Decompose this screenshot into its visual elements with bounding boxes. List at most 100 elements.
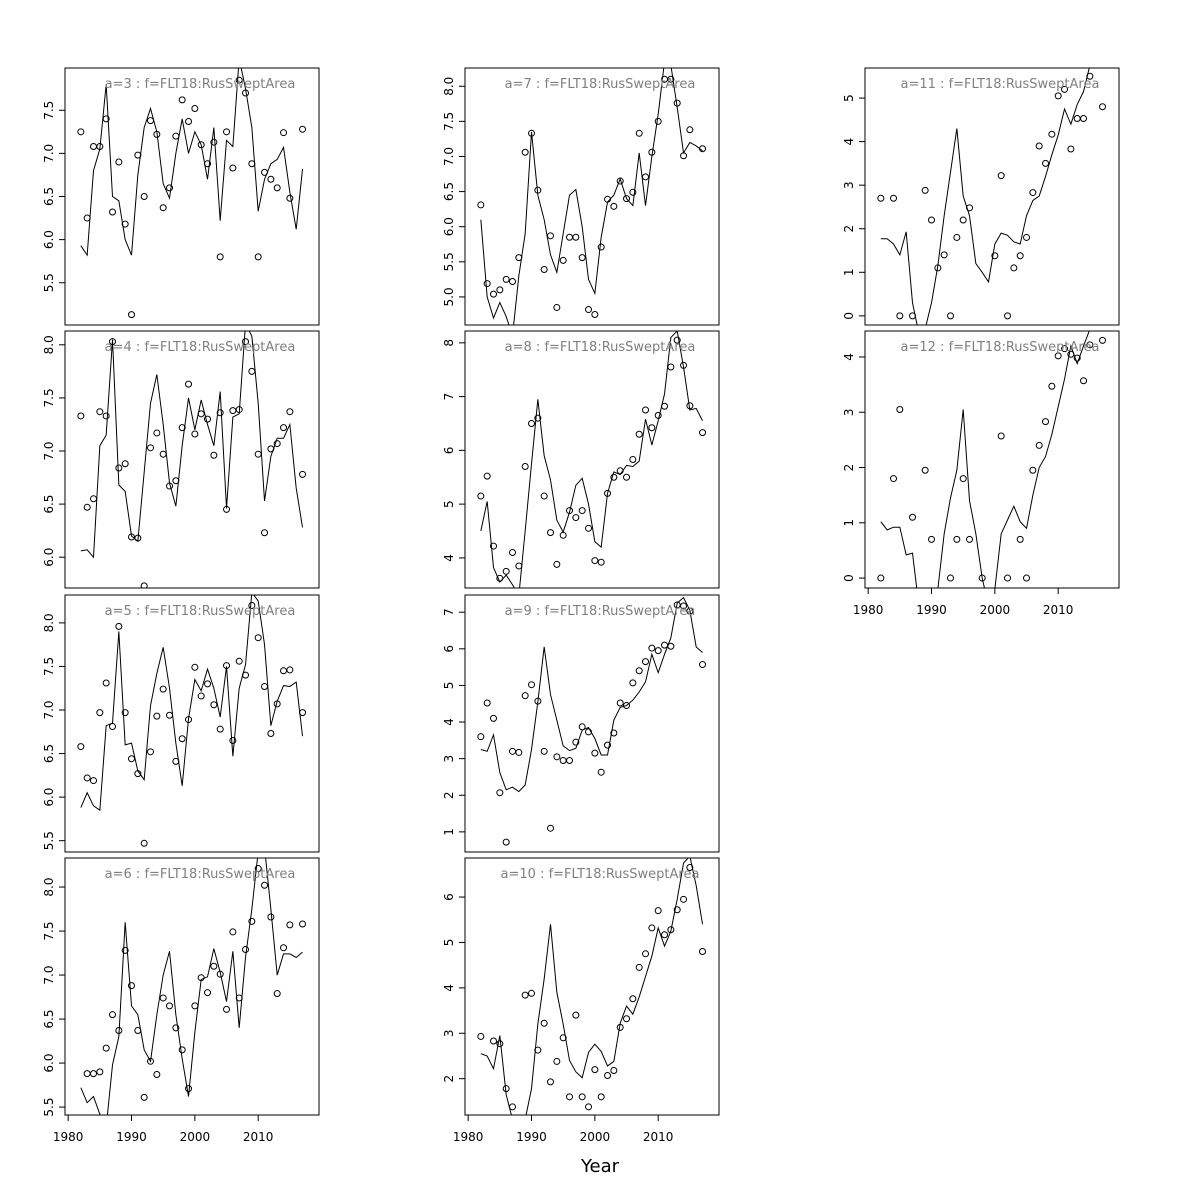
observed-point [502,275,510,283]
observed-point [1035,441,1043,449]
panel-title: a=4 : f=FLT18:RusSweptArea [105,340,296,355]
y-tick-label: 6.0 [42,788,56,807]
x-tick-label: 2010 [1043,603,1074,617]
observed-point [559,756,567,764]
observed-point [953,233,961,241]
observed-point [591,749,599,757]
observed-point [280,944,288,952]
plot-frame [64,594,320,853]
y-tick-label: 5.5 [42,831,56,850]
observed-point [629,456,637,463]
y-tick-label: 3 [842,181,856,189]
observed-point [216,409,224,417]
observed-point [83,503,91,511]
y-tick-label: 1 [442,828,456,836]
y-tick-label: 6.5 [42,495,56,514]
y-tick-label: 7.5 [42,101,56,120]
y-tick-label: 6.0 [42,548,56,567]
observed-point [477,1032,485,1040]
observed-point [140,193,148,200]
observed-point [635,667,643,675]
observed-point [261,529,269,537]
observed-point [686,607,694,615]
observed-point [991,252,999,260]
fit-line [480,331,703,588]
y-tick-label: 6.5 [442,182,456,201]
observed-point [642,950,650,958]
observed-point [267,175,275,183]
observed-point [204,680,212,688]
observed-point [166,711,174,719]
observed-point [490,542,498,550]
observed-point [578,1093,586,1101]
plot-frame [464,330,720,589]
y-tick-label: 0 [842,312,856,320]
observed-point [547,529,555,537]
fit-line [80,595,304,812]
y-tick-label: 7.0 [442,147,456,166]
observed-point [890,194,898,202]
observed-point [1004,574,1012,582]
observed-point [1016,252,1024,260]
observed-point [483,699,491,707]
y-tick-label: 3 [442,1029,456,1037]
observed-point [604,1071,612,1079]
x-tick-label: 1980 [53,1130,84,1144]
y-tick-label: 5 [442,939,456,947]
observed-point [267,730,275,738]
y-tick-label: 3 [442,755,456,763]
observed-point [585,1103,593,1111]
observed-point [115,622,123,630]
observed-point [159,685,167,693]
observed-point [1054,352,1062,360]
plot-frame [64,330,320,589]
observed-point [1048,130,1056,138]
observed-point [261,881,269,889]
observed-point [229,928,237,936]
observed-point [477,201,485,209]
observed-point [210,451,218,459]
observed-point [502,838,510,846]
observed-point [477,492,485,500]
y-tick-label: 7.0 [42,144,56,163]
observed-point [1016,535,1024,543]
observed-point [591,310,599,318]
y-tick-label: 6.0 [42,230,56,249]
observed-point [490,1037,498,1045]
observed-point [521,692,529,700]
observed-point [572,738,580,746]
observed-point [635,430,643,438]
observed-point [483,280,491,288]
observed-point [959,216,967,224]
observed-point [610,202,618,210]
observed-point [921,466,929,474]
observed-point [896,405,904,413]
observed-point [90,777,98,785]
y-tick-label: 8 [442,339,456,347]
observed-point [96,709,104,717]
observed-point [890,475,898,483]
fit-line [80,331,304,559]
x-tick-label: 2010 [243,1130,274,1144]
plot-frame [864,67,1120,326]
observed-point [153,1071,161,1079]
observed-point [610,1067,618,1075]
plot-area [77,68,307,319]
observed-point [286,921,294,929]
observed-point [1061,345,1069,353]
x-tick-label: 1990 [116,1130,147,1144]
observed-point [242,946,250,954]
observed-point [928,216,936,224]
observed-point [515,748,523,756]
observed-point [280,667,288,675]
observed-point [528,419,536,427]
observed-point [242,338,250,346]
observed-point [159,994,167,1002]
y-tick-label: 7.0 [42,966,56,985]
observed-point [540,266,548,274]
x-tick-label: 1980 [453,1130,484,1144]
y-tick-label: 5.0 [442,287,456,306]
panel: a=12 : f=FLT18:RusSweptArea 0 1 2 3 4 1980 1990… [842,330,1120,617]
observed-point [553,303,561,311]
observed-point [166,1002,174,1010]
